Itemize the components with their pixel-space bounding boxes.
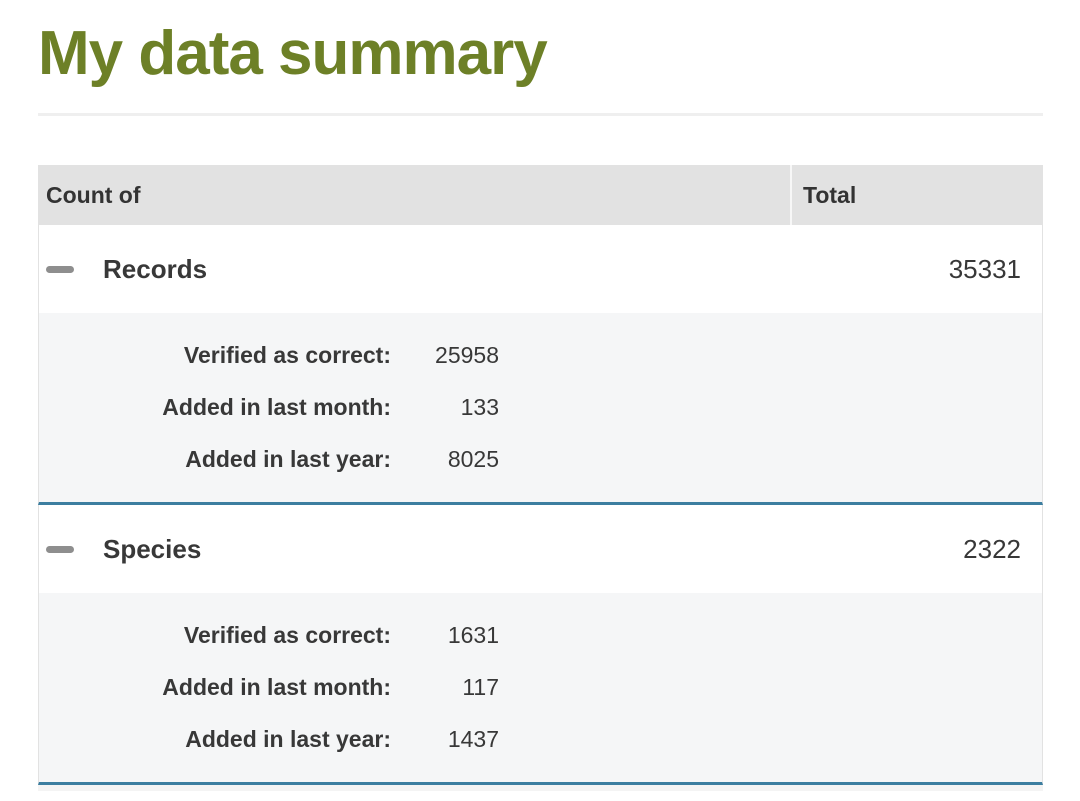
detail-value: 133 (460, 394, 499, 421)
detail-row: Added in last month: 133 (39, 381, 1042, 433)
detail-value: 1437 (447, 726, 499, 753)
detail-label: Verified as correct: (183, 622, 391, 649)
detail-value: 8025 (447, 446, 499, 473)
detail-row: Added in last year: 8025 (39, 433, 1042, 485)
detail-value: 117 (462, 674, 499, 701)
section-row-records[interactable]: Records 35331 (38, 225, 1043, 314)
detail-label: Added in last month: (162, 674, 391, 701)
title-divider (38, 113, 1043, 117)
next-section-peek (38, 785, 1043, 792)
detail-label: Added in last year: (185, 446, 391, 473)
column-header-count-of: Count of (46, 181, 141, 208)
detail-row: Verified as correct: 1631 (39, 609, 1042, 661)
detail-value: 25958 (435, 342, 499, 369)
section-details-records: Verified as correct: 25958 Added in last… (38, 313, 1043, 506)
section-total-value: 2322 (963, 533, 1021, 564)
detail-value: 1631 (447, 622, 499, 649)
detail-label: Verified as correct: (183, 342, 391, 369)
section-details-species: Verified as correct: 1631 Added in last … (38, 593, 1043, 786)
section-label: Records (103, 253, 208, 284)
detail-label: Added in last month: (162, 394, 391, 421)
detail-label: Added in last year: (185, 726, 391, 753)
section-total-value: 35331 (948, 253, 1021, 284)
section-label: Species (103, 533, 202, 564)
table-header-row: Count of Total (38, 165, 1043, 226)
collapse-minus-icon[interactable] (46, 545, 74, 553)
detail-row: Verified as correct: 25958 (39, 329, 1042, 381)
summary-table: Count of Total Records 35331 Verified as… (38, 165, 1043, 792)
detail-row: Added in last month: 117 (39, 661, 1042, 713)
section-row-species[interactable]: Species 2322 (38, 505, 1043, 594)
collapse-minus-icon[interactable] (46, 265, 74, 273)
column-header-total: Total (790, 165, 1043, 226)
detail-row: Added in last year: 1437 (39, 713, 1042, 765)
page-title: My data summary (38, 19, 548, 88)
